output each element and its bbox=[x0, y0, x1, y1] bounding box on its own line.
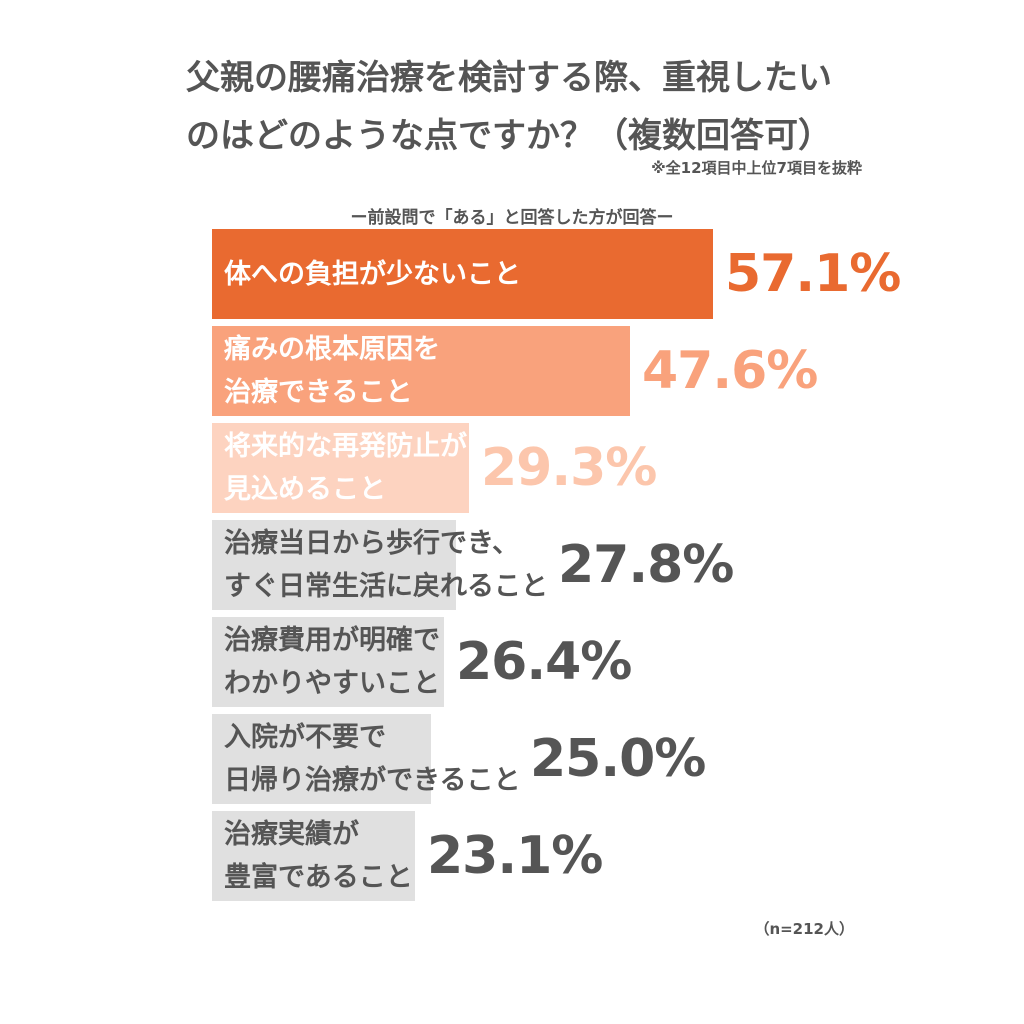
bar-label-line: 豊富であること bbox=[224, 862, 413, 893]
chart-title-line-2: のはどのような点ですか？（複数回答可） bbox=[186, 116, 832, 156]
bar-label-2: 痛みの根本原因を 治療できること bbox=[224, 326, 440, 416]
bar-label-line: 入院が不要で bbox=[224, 722, 386, 753]
bar-7 bbox=[212, 811, 415, 901]
bar-label-line: 体への負担が少ないこと bbox=[224, 258, 521, 290]
bar-label-line: 治療実績が bbox=[224, 819, 359, 850]
bar-label-line: わかりやすいこと bbox=[224, 668, 440, 699]
bar-6 bbox=[212, 714, 431, 804]
bar-value-6: 25.0% bbox=[530, 729, 706, 789]
bar-label-line: 治療当日から歩行でき、 bbox=[224, 528, 520, 559]
bar-value-5: 26.4% bbox=[456, 632, 632, 692]
bar-label-3: 将来的な再発防止が 見込めること bbox=[224, 423, 467, 513]
bar-5 bbox=[212, 617, 444, 707]
chart-subtitle: ー前設問で「ある」と回答した方が回答ー bbox=[350, 208, 674, 228]
bar-2 bbox=[212, 326, 630, 416]
bar-value-7: 23.1% bbox=[427, 826, 603, 886]
bar-label-6: 入院が不要で日帰り治療ができること bbox=[224, 714, 520, 804]
bar-label-5: 治療費用が明確で わかりやすいこと bbox=[224, 617, 440, 707]
bar-label-7: 治療実績が豊富であること bbox=[224, 811, 413, 901]
bar-label-line: すぐ日常生活に戻れること bbox=[224, 571, 548, 602]
bar-1 bbox=[212, 229, 713, 319]
bar-value-1: 57.1% bbox=[725, 244, 901, 304]
bar-value-4: 27.8% bbox=[558, 535, 734, 595]
bar-label-line: 治療できること bbox=[224, 377, 413, 408]
bar-label-line: 治療費用が明確で bbox=[224, 625, 440, 656]
bar-label-line: 見込めること bbox=[224, 474, 386, 505]
bar-4 bbox=[212, 520, 456, 610]
chart-title-line-1: 父親の腰痛治療を検討する際、重視したい bbox=[186, 58, 832, 98]
bar-3 bbox=[212, 423, 469, 513]
bar-label-4: 治療当日から歩行でき、 すぐ日常生活に戻れること bbox=[224, 520, 548, 610]
chart-note: ※全12項目中上位7項目を抜粋 bbox=[651, 159, 862, 177]
bar-label-line: 将来的な再発防止が bbox=[224, 431, 467, 462]
bar-value-2: 47.6% bbox=[642, 341, 818, 401]
bar-label-line: 日帰り治療ができること bbox=[224, 765, 521, 796]
bar-value-3: 29.3% bbox=[481, 438, 657, 498]
sample-size: （n=212人） bbox=[754, 920, 854, 938]
bar-label-1: 体への負担が少ないこと bbox=[224, 229, 521, 319]
bar-label-line: 痛みの根本原因を bbox=[224, 334, 440, 365]
